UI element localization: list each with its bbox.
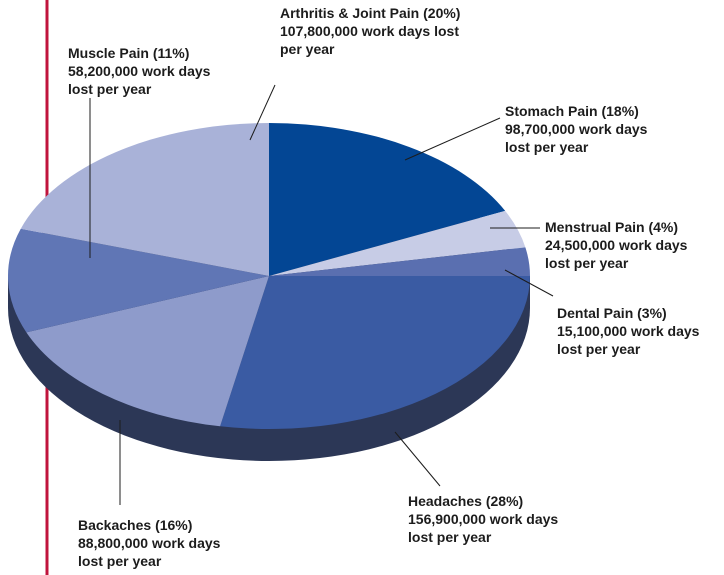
slice-label-title: Muscle Pain (11%) <box>68 44 210 62</box>
slice-label-title: Dental Pain (3%) <box>557 304 699 322</box>
pie-slice <box>220 276 530 429</box>
slice-detail: lost per year <box>408 529 492 545</box>
slice-label: Muscle Pain (11%) 58,200,000 work days los… <box>68 44 210 98</box>
slice-detail: lost per year <box>505 139 589 155</box>
value-label: (4%) <box>648 219 679 235</box>
slice-label: Stomach Pain (18%) 98,700,000 work days lo… <box>505 102 647 156</box>
value-label: (3%) <box>637 305 667 321</box>
value-label: (28%) <box>485 493 524 509</box>
leader-line <box>404 117 501 161</box>
pie-slice <box>26 276 269 427</box>
category-name: Arthritis & Joint Pain <box>280 5 420 21</box>
category-name: Backaches <box>78 517 152 533</box>
category-name: Dental Pain <box>557 305 634 321</box>
pie-slice <box>20 123 270 276</box>
value-label: (16%) <box>155 517 193 533</box>
leader-line <box>504 269 554 297</box>
category-name: Muscle Pain <box>68 45 149 61</box>
slice-detail: 98,700,000 work days <box>505 121 648 137</box>
slice-detail: lost per year <box>545 255 629 271</box>
slice-detail: lost per year <box>557 341 641 357</box>
slice-detail: lost per year <box>78 553 162 569</box>
value-label: (18%) <box>601 103 639 119</box>
slice-detail: 156,900,000 work days <box>408 511 559 527</box>
category-name: Stomach Pain <box>505 103 598 119</box>
slice-detail: 58,200,000 work days <box>68 63 211 79</box>
slice-detail: 107,800,000 work days lost <box>280 23 459 39</box>
slice-label: Backaches (16%) 88,800,000 work days lost … <box>78 516 220 570</box>
slice-label-title: Backaches (16%) <box>78 516 220 534</box>
slice-label: Dental Pain (3%) 15,100,000 work days lost… <box>557 304 699 358</box>
pie-slice <box>269 123 506 276</box>
pie-slice <box>7 228 269 333</box>
value-label: (11%) <box>152 45 190 61</box>
slice-label-title: Menstrual Pain (4%) <box>545 218 687 236</box>
slice-detail: lost per year <box>68 81 152 97</box>
slice-label: Arthritis & Joint Pain (20%) 107,800,000 … <box>280 4 460 58</box>
slice-label: Headaches (28%) 156,900,000 work days lost… <box>408 492 558 546</box>
pie-slice <box>269 247 530 276</box>
category-name: Menstrual Pain <box>545 219 645 235</box>
slice-label-title: Arthritis & Joint Pain (20%) <box>280 4 460 22</box>
slice-detail: 15,100,000 work days <box>557 323 700 339</box>
slice-detail: 88,800,000 work days <box>78 535 221 551</box>
leader-line <box>394 431 441 487</box>
value-label: (20%) <box>423 5 461 21</box>
slice-label: Menstrual Pain (4%) 24,500,000 work days l… <box>545 218 687 272</box>
category-name: Headaches <box>408 493 482 509</box>
slice-detail: per year <box>280 41 335 57</box>
slice-detail: 24,500,000 work days <box>545 237 688 253</box>
leader-line <box>249 84 276 141</box>
slice-label-title: Headaches (28%) <box>408 492 558 510</box>
pie-slice <box>269 210 526 276</box>
slice-label-title: Stomach Pain (18%) <box>505 102 647 120</box>
